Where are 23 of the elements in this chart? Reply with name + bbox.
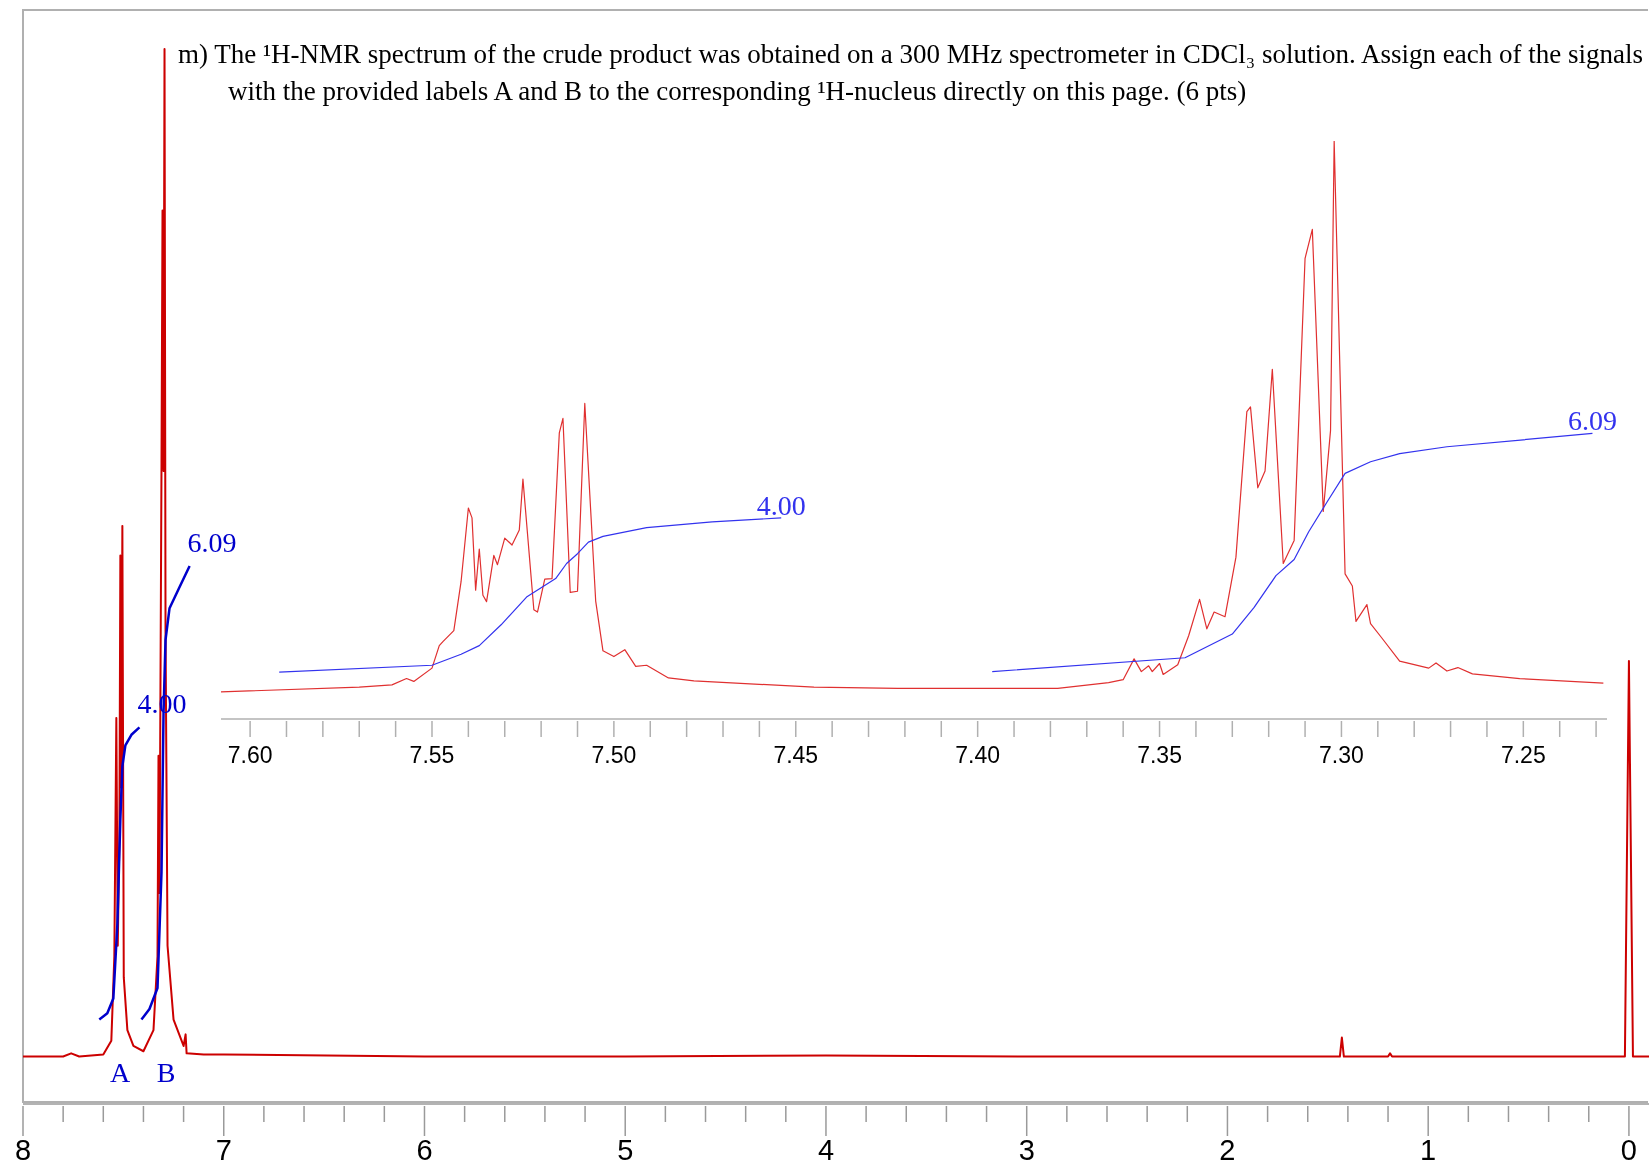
x-tick-label: 7.60 xyxy=(227,742,273,768)
x-tick-label: 7.45 xyxy=(773,742,819,768)
annotation: A xyxy=(109,1057,131,1088)
annotation: 6.09 xyxy=(1567,405,1617,437)
x-tick-label: 5 xyxy=(617,1134,634,1166)
x-tick-label: 3 xyxy=(1018,1134,1035,1166)
annotation: B xyxy=(156,1057,176,1088)
annotation: 6.09 xyxy=(187,526,237,558)
x-tick-label: 7.50 xyxy=(591,742,637,768)
x-tick-label: 1 xyxy=(1420,1134,1437,1166)
x-tick-label: 7.35 xyxy=(1137,742,1182,768)
x-tick-label: 7.30 xyxy=(1319,742,1364,768)
x-tick-label: 7.40 xyxy=(955,742,1001,768)
x-tick-label: 8 xyxy=(14,1134,32,1166)
x-tick-label: 7.55 xyxy=(409,742,455,768)
x-tick-label: 0 xyxy=(1620,1134,1637,1166)
annotation: 4.00 xyxy=(756,489,806,521)
chart-title: m) The ¹H-NMR spectrum of the crude product was obtained on a 300 MHz spectrometer in CDCl₃ solution. Assign each of the signals with the provided labels A and B to the corresponding ¹H-nucleus directly on this page. (6 pts) xyxy=(178,38,1644,108)
x-tick-label: 2 xyxy=(1219,1134,1236,1166)
x-tick-label: 7.25 xyxy=(1500,742,1546,768)
x-tick-label: 6 xyxy=(416,1134,433,1166)
x-tick-label: 7 xyxy=(215,1134,232,1166)
x-tick-label: 4 xyxy=(817,1134,835,1166)
